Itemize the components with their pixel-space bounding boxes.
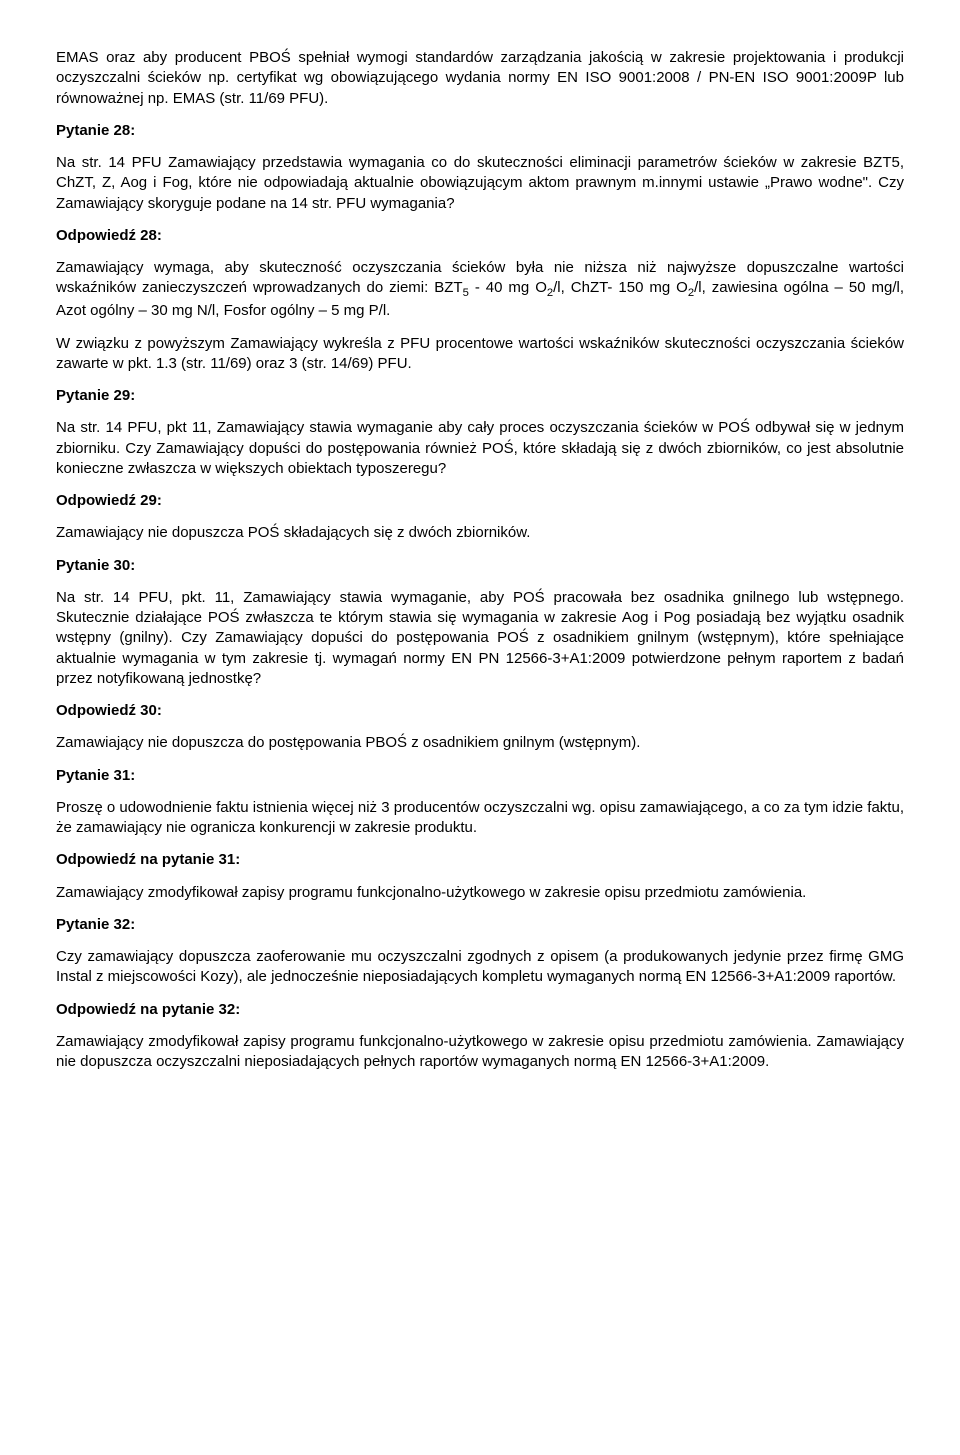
answer-32-label: Odpowiedź na pytanie 32: [56, 1000, 904, 1020]
answer-30-body: Zamawiający nie dopuszcza do postępowani… [56, 733, 904, 753]
question-28-label: Pytanie 28: [56, 121, 904, 141]
question-31-label: Pytanie 31: [56, 766, 904, 786]
answer-31-body: Zamawiający zmodyfikował zapisy programu… [56, 883, 904, 903]
answer-29-label: Odpowiedź 29: [56, 491, 904, 511]
question-30-body: Na str. 14 PFU, pkt. 11, Zamawiający sta… [56, 588, 904, 689]
question-29-body: Na str. 14 PFU, pkt 11, Zamawiający staw… [56, 418, 904, 479]
answer-28-body-2: W związku z powyższym Zamawiający wykreś… [56, 334, 904, 375]
answer-28-body-1: Zamawiający wymaga, aby skuteczność oczy… [56, 258, 904, 322]
question-29-label: Pytanie 29: [56, 386, 904, 406]
question-30-label: Pytanie 30: [56, 556, 904, 576]
paragraph-intro: EMAS oraz aby producent PBOŚ spełniał wy… [56, 48, 904, 109]
answer-29-body: Zamawiający nie dopuszcza POŚ składający… [56, 523, 904, 543]
question-31-body: Proszę o udowodnienie faktu istnienia wi… [56, 798, 904, 839]
question-32-body: Czy zamawiający dopuszcza zaoferowanie m… [56, 947, 904, 988]
answer-28-label: Odpowiedź 28: [56, 226, 904, 246]
answer-31-label: Odpowiedź na pytanie 31: [56, 850, 904, 870]
answer-30-label: Odpowiedź 30: [56, 701, 904, 721]
answer-32-body: Zamawiający zmodyfikował zapisy programu… [56, 1032, 904, 1073]
answer-28-text-b: - 40 mg O [469, 279, 547, 296]
question-32-label: Pytanie 32: [56, 915, 904, 935]
answer-28-text-c: /l, ChZT- 150 mg O [553, 279, 688, 296]
question-28-body: Na str. 14 PFU Zamawiający przedstawia w… [56, 153, 904, 214]
